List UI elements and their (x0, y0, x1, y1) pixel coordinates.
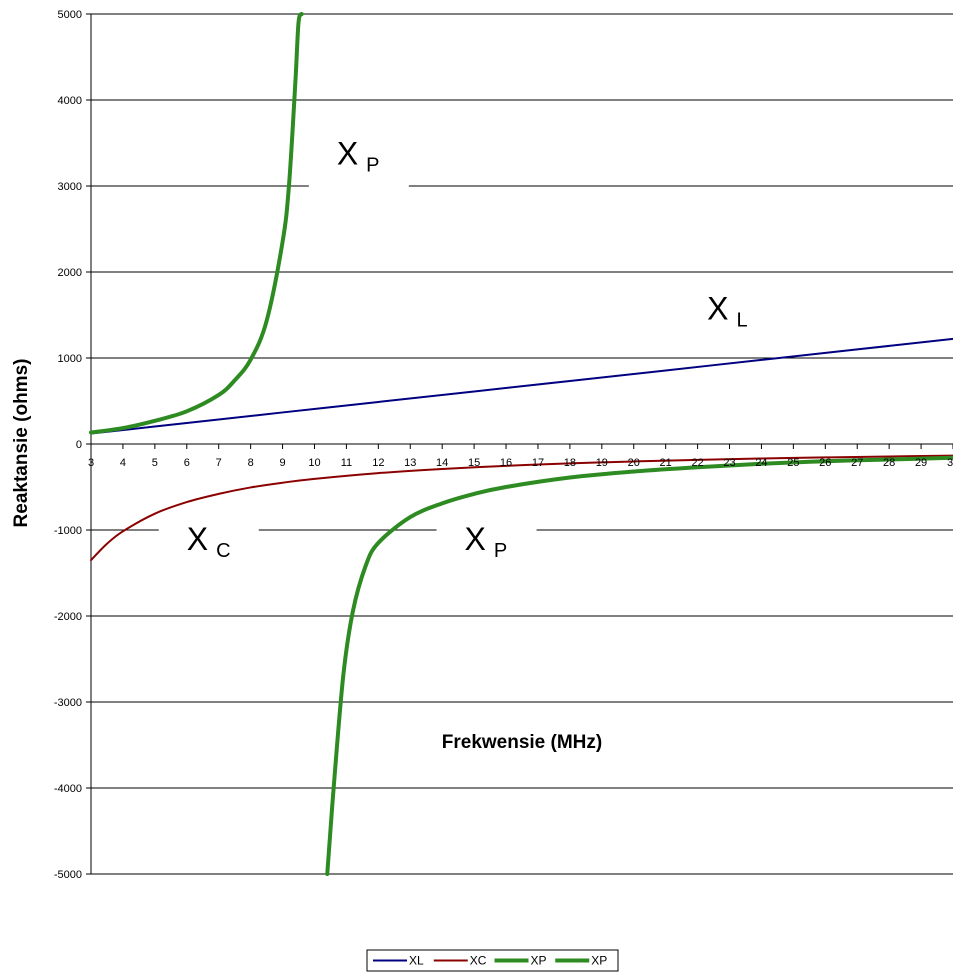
y-tick-label: -1000 (54, 525, 82, 537)
x-tick-label: 4 (120, 457, 126, 469)
series-layer (89, 12, 953, 876)
legend-entry-xc: XC (470, 954, 487, 968)
series-xl-line-1 (90, 337, 953, 435)
x-tick-label: 11 (341, 457, 352, 469)
plot-area (86, 13, 953, 875)
x-tick-label: 28 (883, 457, 895, 469)
annotation-background (679, 281, 780, 344)
x-tick-label: 6 (184, 457, 190, 469)
y-axis-title: Reaktansie (ohms) (11, 359, 32, 528)
x-axis-title: Frekwensie (MHz) (442, 732, 602, 753)
series-xp-line-3 (89, 12, 304, 435)
x-axis-tick-labels: 3 4 5 6 7 8 9 10 11 12 13 14 15 16 17 18 19 20 21 22 23 24 25 2… (88, 457, 953, 469)
series-xc-line-2 (90, 454, 953, 562)
x-tick-label: 29 (915, 457, 927, 469)
x-tick-label: 13 (404, 457, 416, 469)
y-tick-label: -2000 (54, 611, 82, 623)
curve-annotations: X P X L X C X P (187, 136, 748, 562)
annotation-background (436, 511, 537, 574)
x-tick-label: 25 (787, 457, 799, 469)
x-tick-label: 17 (532, 457, 544, 469)
x-tick-label: 14 (436, 457, 448, 469)
x-tick-label: 20 (628, 457, 640, 469)
series-xp-line-4 (325, 455, 953, 876)
y-tick-label: -3000 (54, 697, 82, 709)
y-axis-tick-labels: 5000 4000 3000 2000 1000 0 -1000 -2000 -3000 -400… (54, 9, 82, 881)
annotation-backgrounds (158, 126, 780, 574)
y-tick-label: 4000 (58, 95, 82, 107)
x-tick-label: 22 (691, 457, 703, 469)
y-tick-label: 2000 (58, 267, 82, 279)
x-tick-label: 7 (216, 457, 222, 469)
legend-entry-xp: XP (591, 954, 607, 968)
x-tick-label: 9 (279, 457, 285, 469)
x-tick-label: 16 (500, 457, 512, 469)
legend-entry-xp: XP (531, 954, 547, 968)
legend: XL XC XP XP (366, 949, 619, 972)
x-tick-label: 12 (372, 457, 384, 469)
x-tick-label: 27 (851, 457, 863, 469)
x-tick-label: 24 (755, 457, 767, 469)
x-tick-label: 3 (947, 457, 953, 469)
x-tick-label: 3 (88, 457, 94, 469)
legend-entry-xl: XL (409, 954, 424, 968)
x-tick-label: 8 (248, 457, 254, 469)
x-tick-label: 18 (564, 457, 576, 469)
y-tick-label: 1000 (58, 353, 82, 365)
x-tick-label: 10 (308, 457, 320, 469)
y-tick-label: -5000 (54, 869, 82, 881)
x-tick-label: 5 (152, 457, 158, 469)
y-tick-label: 0 (76, 439, 82, 451)
x-tick-label: 21 (660, 457, 672, 469)
x-tick-label: 15 (468, 457, 480, 469)
x-tick-label: 19 (596, 457, 608, 469)
x-tick-label: 26 (819, 457, 831, 469)
annotation-background (158, 511, 259, 574)
x-tick-label: 23 (723, 457, 735, 469)
annotation-background (308, 126, 409, 189)
y-tick-label: 5000 (58, 9, 82, 21)
y-tick-label: 3000 (58, 181, 82, 193)
legend-box (366, 949, 619, 972)
y-tick-label: -4000 (54, 783, 82, 795)
